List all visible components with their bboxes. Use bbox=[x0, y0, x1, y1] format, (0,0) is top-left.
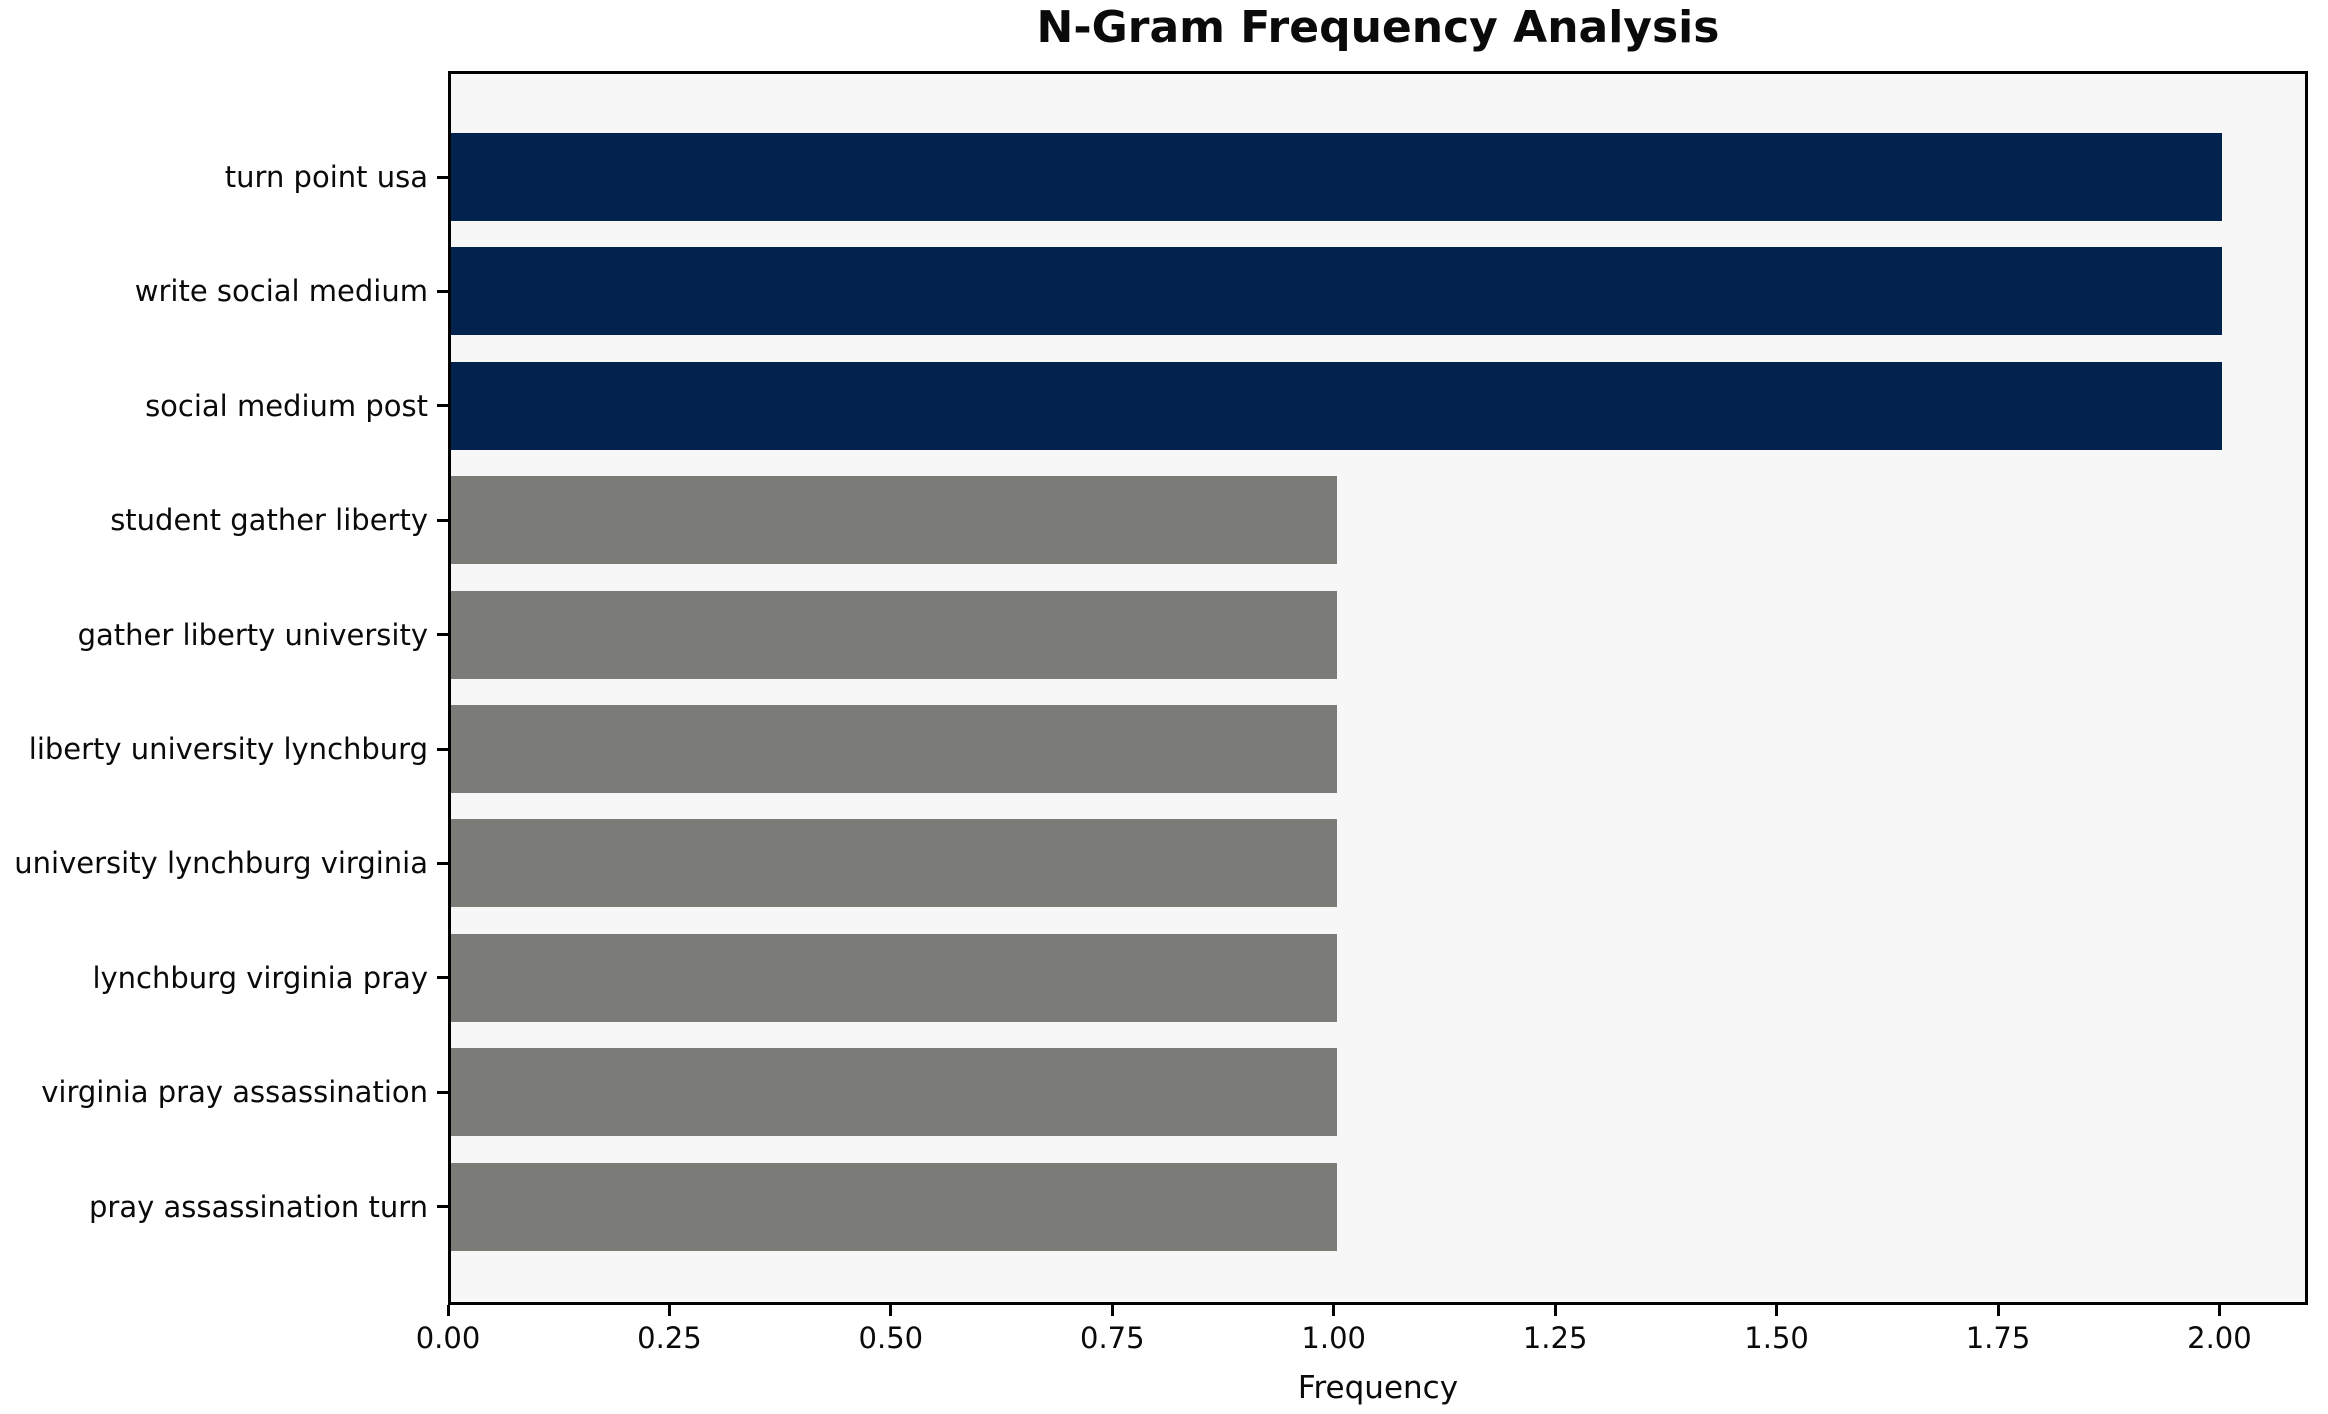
x-tick-label: 0.50 bbox=[858, 1321, 924, 1355]
y-tick-label: liberty university lynchburg bbox=[28, 732, 428, 766]
y-tick-mark bbox=[437, 633, 448, 637]
y-tick-mark bbox=[437, 404, 448, 408]
x-tick-mark bbox=[889, 1305, 893, 1316]
bar bbox=[451, 590, 1337, 679]
x-tick-mark bbox=[1553, 1305, 1557, 1316]
x-tick-mark bbox=[446, 1305, 450, 1316]
bar bbox=[451, 933, 1337, 1022]
y-tick-mark bbox=[437, 175, 448, 179]
bar bbox=[451, 819, 1337, 908]
x-tick-label: 2.00 bbox=[2187, 1321, 2252, 1355]
x-tick-mark bbox=[1775, 1305, 1779, 1316]
x-tick-label: 1.25 bbox=[1522, 1321, 1588, 1355]
chart-title: N-Gram Frequency Analysis bbox=[1036, 2, 1720, 53]
y-tick-label: pray assassination turn bbox=[89, 1189, 428, 1224]
x-tick-label: 1.50 bbox=[1744, 1321, 1809, 1355]
bar bbox=[451, 1048, 1337, 1137]
y-tick-mark bbox=[437, 289, 448, 293]
y-tick-mark bbox=[437, 518, 448, 522]
y-tick-label: gather liberty university bbox=[77, 617, 428, 652]
x-tick-label: 0.25 bbox=[637, 1321, 702, 1355]
bar bbox=[451, 476, 1337, 565]
x-tick-label: 0.00 bbox=[415, 1321, 481, 1355]
y-tick-label: virginia pray assassination bbox=[41, 1075, 428, 1110]
bar bbox=[451, 705, 1337, 793]
y-tick-label: turn point usa bbox=[224, 160, 428, 194]
bar bbox=[451, 361, 2223, 450]
y-tick-label: university lynchburg virginia bbox=[14, 846, 428, 881]
x-tick-mark bbox=[1110, 1305, 1114, 1316]
y-tick-mark bbox=[437, 861, 448, 865]
x-tick-mark bbox=[1332, 1305, 1336, 1316]
y-tick-label: social medium post bbox=[145, 388, 428, 423]
x-axis-label: Frequency bbox=[1297, 1370, 1459, 1406]
y-tick-label: write social medium bbox=[134, 274, 428, 309]
x-tick-label: 0.75 bbox=[1079, 1321, 1145, 1355]
plot-area bbox=[448, 71, 2308, 1305]
x-tick-mark bbox=[667, 1305, 671, 1316]
x-tick-mark bbox=[1996, 1305, 2000, 1316]
x-tick-mark bbox=[2217, 1305, 2221, 1316]
y-tick-mark bbox=[437, 1090, 448, 1094]
x-tick-label: 1.00 bbox=[1301, 1321, 1366, 1355]
y-tick-mark bbox=[437, 1205, 448, 1209]
x-tick-label: 1.75 bbox=[1965, 1321, 2031, 1355]
y-tick-label: student gather liberty bbox=[110, 503, 428, 538]
y-tick-mark bbox=[437, 747, 448, 751]
bar bbox=[451, 1162, 1337, 1251]
bar bbox=[451, 133, 2223, 221]
bar bbox=[451, 247, 2223, 336]
y-tick-label: lynchburg virginia pray bbox=[92, 960, 428, 995]
y-tick-mark bbox=[437, 976, 448, 980]
